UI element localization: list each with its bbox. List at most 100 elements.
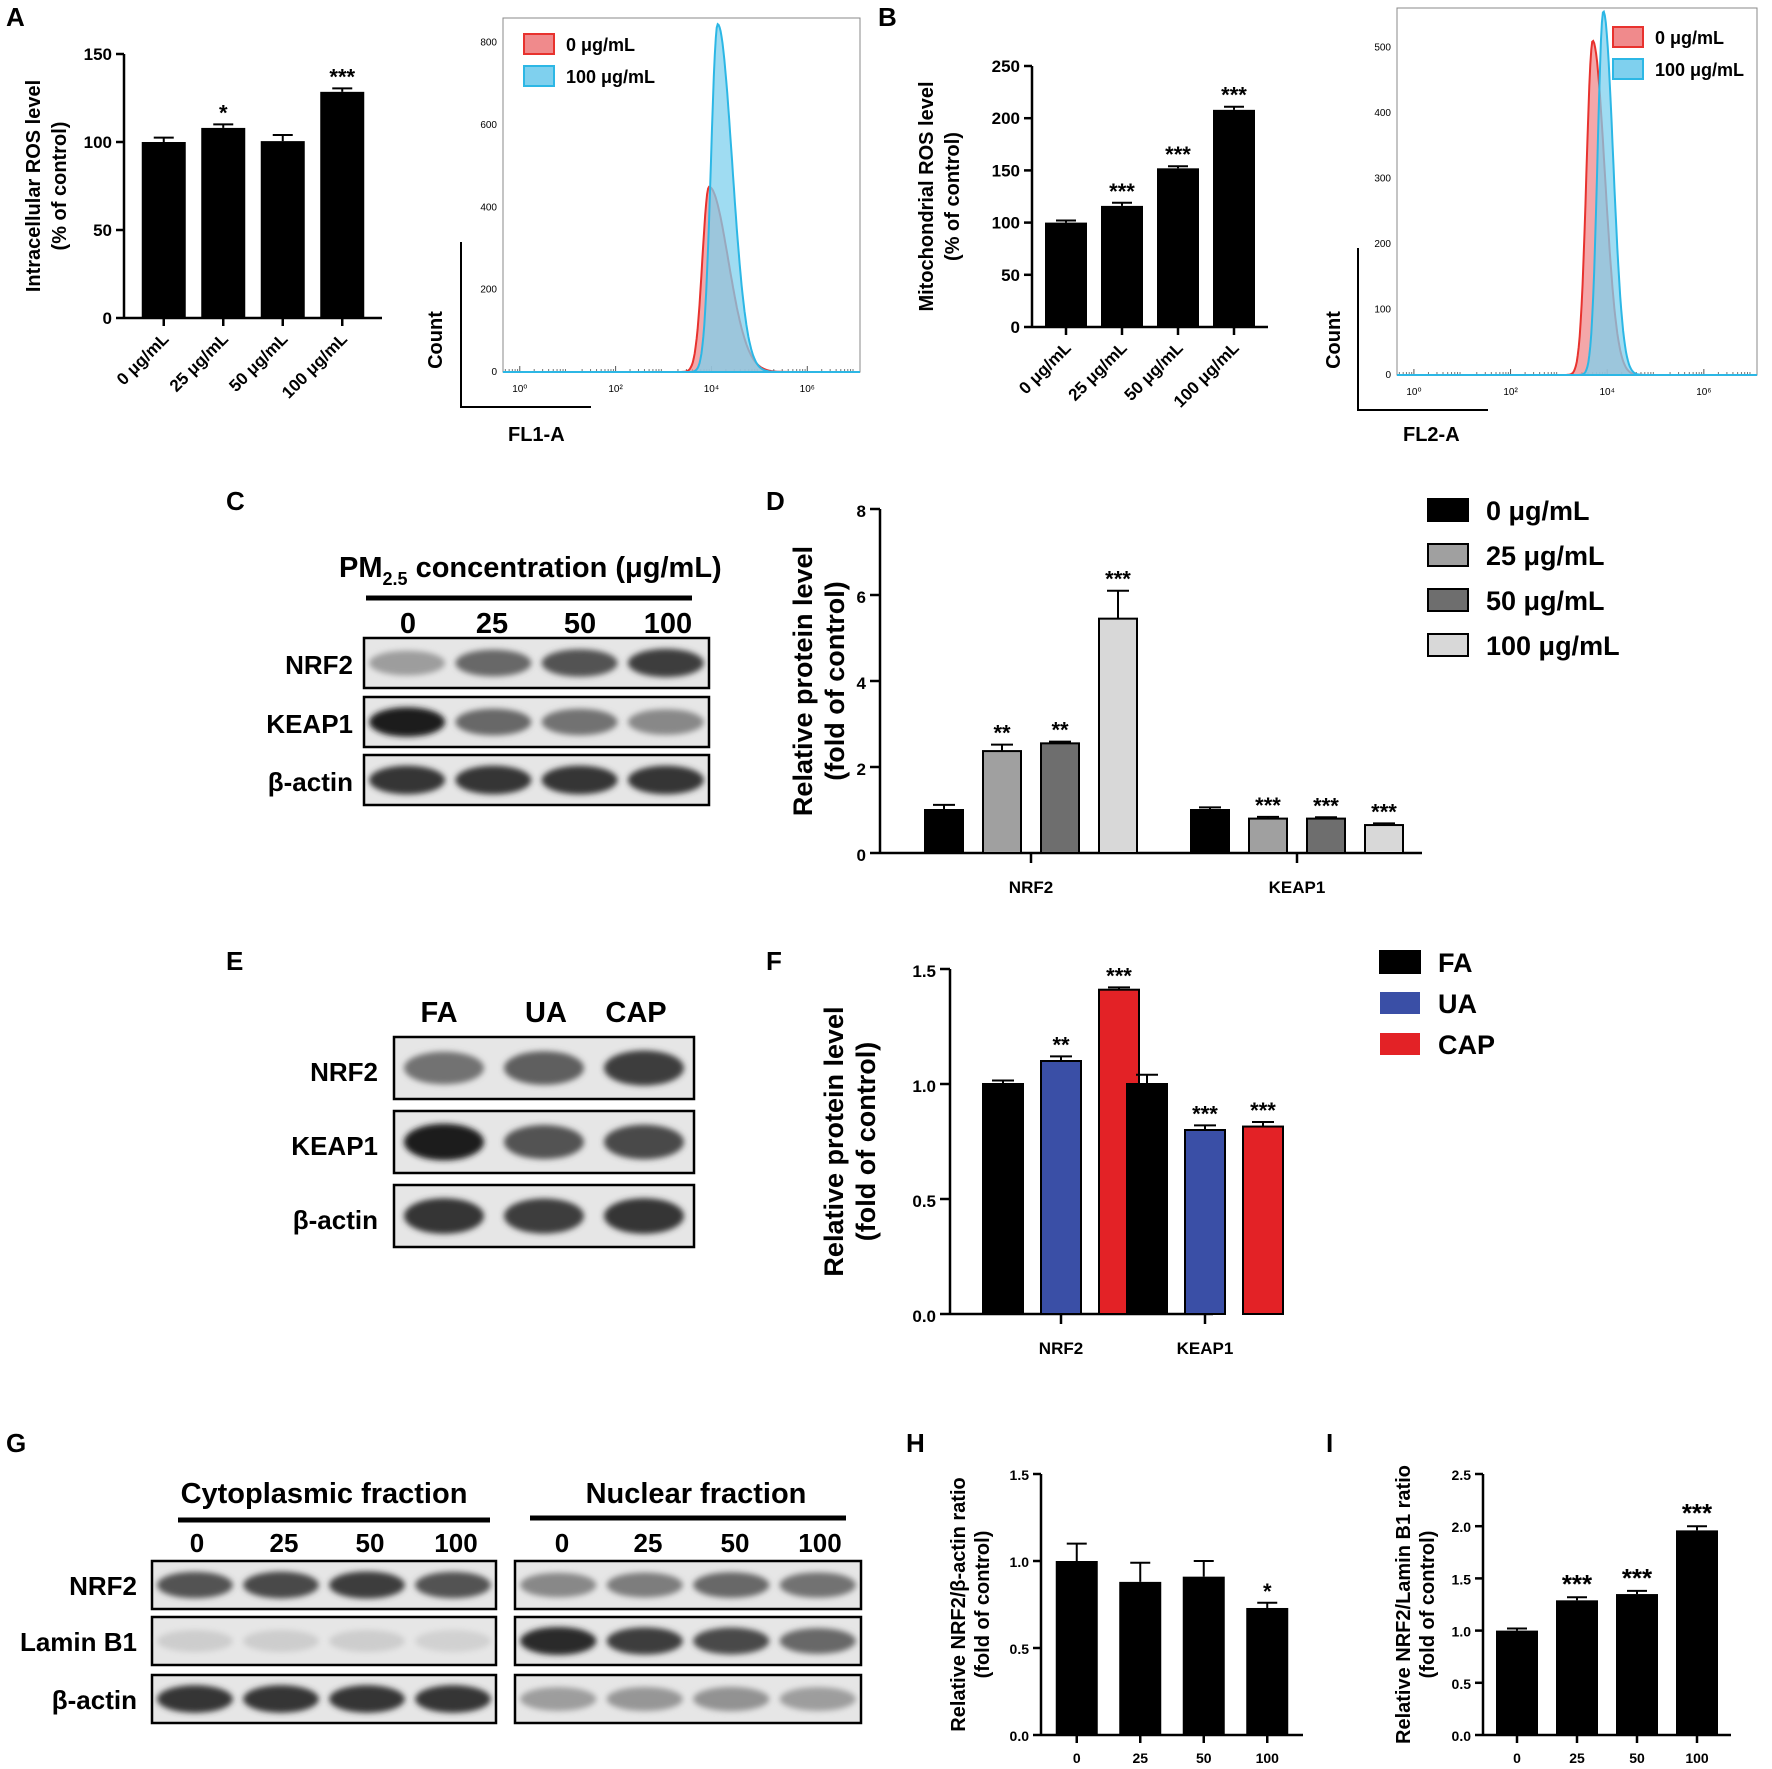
h-y-tick-label: 0.0: [1010, 1728, 1030, 1744]
a-bar-bar: [201, 127, 246, 318]
h-y-axis-label: (fold of control): [972, 1531, 994, 1679]
chart-h-nrf2-actin-ratio: 0.0 0.5 1.0 1.5 0 25 50 * 100 Relative NRF2/β-act…: [948, 1467, 1303, 1766]
a-hist-legend-label: 0 μg/mL: [566, 35, 635, 55]
a-bar-y-axis-label: (% of control): [49, 122, 71, 251]
blot-g-cyto-0-band: [329, 1571, 405, 1599]
d-significance: ***: [1371, 799, 1397, 824]
f-x-tick-label: NRF2: [1039, 1339, 1083, 1358]
d-bar: [1306, 817, 1346, 854]
b-bar-x-tick-label: 25 μg/mL: [1065, 338, 1131, 404]
blot-c-1-band: [627, 709, 704, 735]
h-x-tick-label: 50: [1196, 1750, 1212, 1766]
i-significance: ***: [1622, 1563, 1653, 1593]
a-hist-y-tick-label: 400: [480, 202, 497, 213]
i-significance: ***: [1562, 1569, 1593, 1599]
d-y-tick-label: 2: [857, 760, 866, 779]
blot-c-header-sub: 2.5: [383, 569, 408, 589]
blot-g-nuc-0-band: [606, 1572, 683, 1598]
h-x-tick-label: 25: [1132, 1750, 1148, 1766]
b-bar-y-tick-label: 250: [992, 57, 1020, 76]
b-hist-legend-swatch: [1612, 26, 1644, 48]
f-bar: [1242, 1125, 1284, 1316]
blot-e-2-band: [604, 1198, 684, 1234]
chart-f-relative-protein: 0.00.51.01.5*****NRF2*** ***KEAP1Relative…: [819, 948, 1495, 1358]
blot-e-2-band: [404, 1198, 484, 1234]
a-hist-legend-label: 100 μg/mL: [566, 67, 655, 87]
blot-c-1-band: [369, 707, 446, 737]
panel-label-c: C: [226, 486, 245, 516]
a-hist-y-tick-label: 200: [480, 285, 497, 296]
b-bar-y-tick-label: 150: [992, 161, 1020, 180]
b-hist-y-tick-label: 500: [1374, 42, 1391, 53]
d-y-tick-label: 6: [857, 588, 866, 607]
b-bar-bar: [1213, 109, 1255, 328]
d-y-axis-label: Relative protein level: [788, 546, 818, 816]
blot-g-cyto-2-band: [243, 1685, 319, 1713]
f-bar: [982, 1083, 1024, 1315]
f-bar: [1184, 1129, 1226, 1315]
i-bar: [1676, 1530, 1718, 1735]
a-bar-bar: [260, 141, 305, 318]
f-significance: ***: [1250, 1098, 1276, 1123]
b-bar-y-tick-label: 200: [992, 109, 1020, 128]
d-bar: [1248, 817, 1288, 854]
blot-c-lane-label: 100: [644, 608, 692, 640]
f-bar: [1126, 1083, 1168, 1315]
blot-g-cyto-lane-label: 100: [434, 1528, 477, 1558]
b-bar-significance: ***: [1109, 179, 1135, 204]
d-y-axis-label: (fold of control): [820, 581, 850, 780]
blot-c-header-text: concentration (μg/mL): [408, 552, 722, 584]
b-hist-y-tick-label: 300: [1374, 173, 1391, 184]
d-significance: ***: [1255, 793, 1281, 818]
blot-g-nuc-1-band: [693, 1627, 770, 1655]
d-legend-label: 100 μg/mL: [1486, 631, 1620, 661]
blot-e-lane-label: CAP: [605, 997, 666, 1029]
h-bar: [1246, 1607, 1289, 1735]
d-legend-swatch: [1427, 633, 1469, 657]
b-bar-significance: ***: [1221, 83, 1247, 108]
blot-c-0-band: [369, 650, 446, 676]
i-y-axis-label: Relative NRF2/Lamin B1 ratio: [1393, 1465, 1415, 1744]
d-bar: [1190, 809, 1230, 854]
blot-e-lane-label: FA: [420, 997, 457, 1029]
blot-g: Cytoplasmic fraction Nuclear fraction 0 0…: [20, 1478, 863, 1725]
i-x-tick-label: 100: [1685, 1750, 1709, 1766]
d-significance: **: [993, 721, 1011, 746]
b-hist-legend-label: 0 μg/mL: [1655, 28, 1724, 48]
d-y-tick-label: 0: [857, 846, 866, 865]
blot-g-nuc-2-band: [520, 1687, 597, 1711]
a-bar-y-tick-label: 50: [93, 221, 112, 240]
blot-e-2-band: [504, 1198, 584, 1234]
i-x-tick-label: 0: [1513, 1750, 1521, 1766]
a-bar-x-tick-label: 0 μg/mL: [113, 329, 173, 389]
blot-e-0-band: [504, 1051, 584, 1085]
panel-label-b: B: [878, 2, 897, 32]
a-hist-plot-frame: [502, 17, 861, 373]
b-hist-legend-label: 100 μg/mL: [1655, 60, 1744, 80]
blot-c-row-label: KEAP1: [266, 709, 353, 739]
b-bar-bar: [1045, 222, 1087, 327]
d-y-tick-label: 8: [857, 502, 866, 521]
b-hist-x-tick-label: 10⁴: [1599, 387, 1614, 398]
b-bar-y-axis-label: (% of control): [942, 132, 964, 261]
blot-g-row-label: Lamin B1: [20, 1627, 137, 1657]
a-hist-x-tick-label: 10⁶: [800, 384, 815, 395]
a-hist-legend-swatch: [523, 65, 555, 87]
blot-c-row-label: NRF2: [285, 650, 353, 680]
blot-g-nuc-lane-label: 0: [555, 1528, 569, 1558]
blot-e-lane-label: UA: [525, 997, 567, 1029]
blot-e-0-band: [404, 1051, 484, 1085]
h-y-tick-label: 0.5: [1010, 1641, 1030, 1657]
blot-g-cyto-1-band: [329, 1629, 405, 1653]
blot-e-0-band: [604, 1050, 684, 1086]
blot-c-lane-label: 50: [564, 608, 596, 640]
blot-c-2-band: [541, 765, 618, 795]
blot-g-nuc-lane-label: 25: [634, 1528, 663, 1558]
a-hist-y-tick-label: 600: [480, 120, 497, 131]
d-bar: [1040, 742, 1080, 854]
h-bar: [1182, 1576, 1225, 1735]
f-significance: ***: [1106, 963, 1132, 988]
